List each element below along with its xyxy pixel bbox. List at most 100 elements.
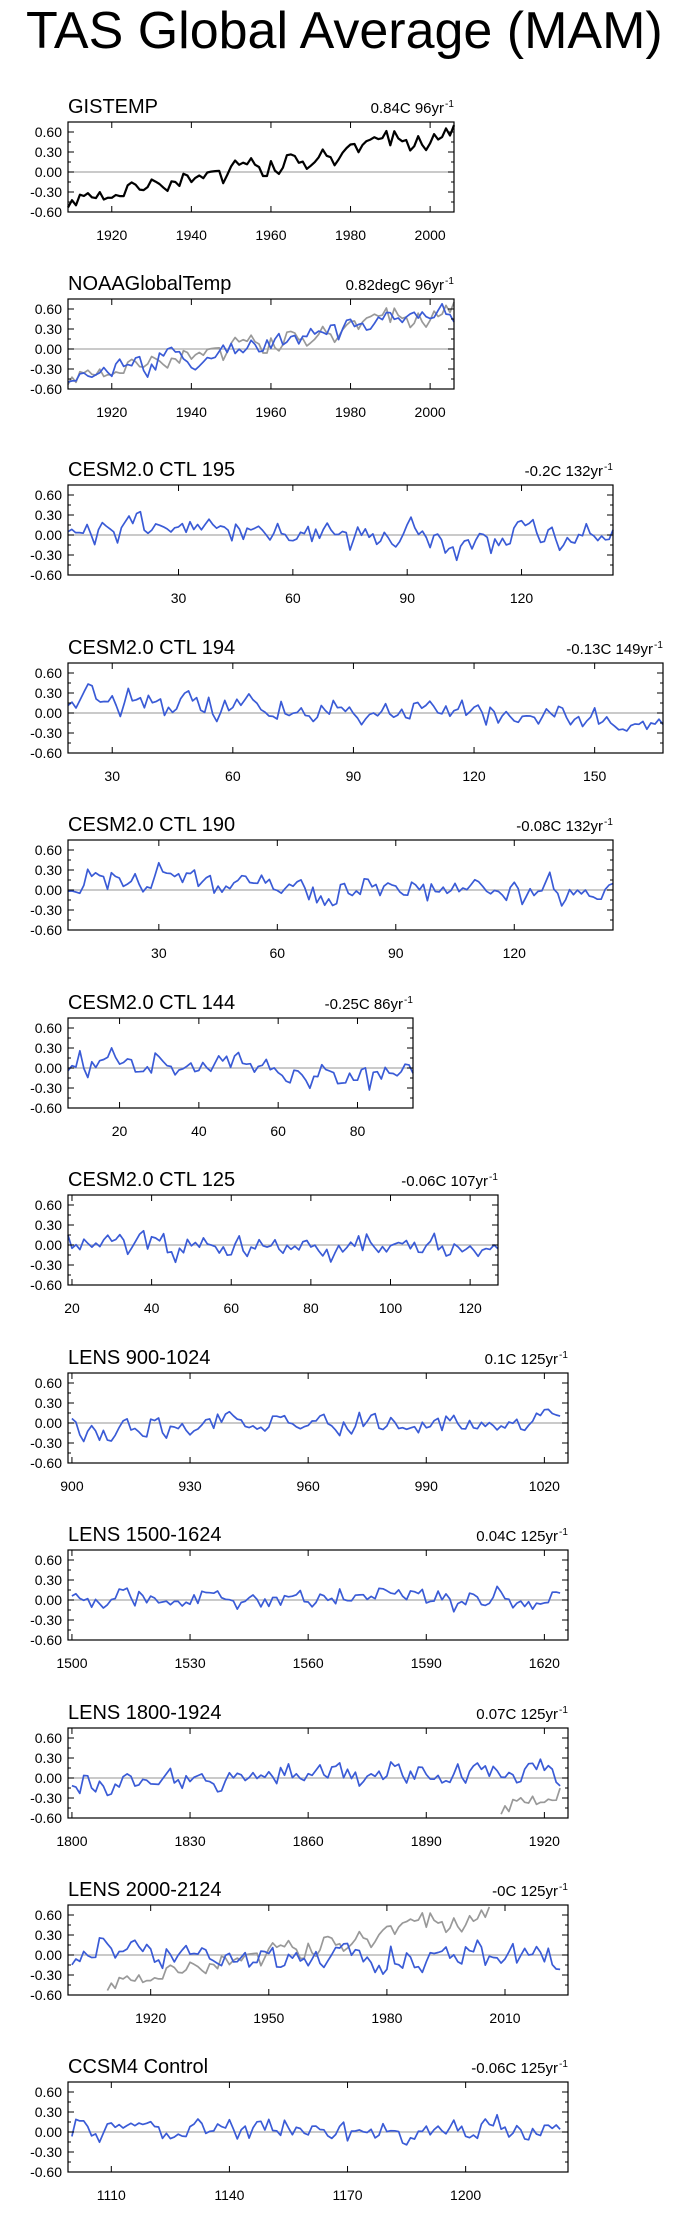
y-tick-label: 0.60 (35, 1552, 62, 1568)
x-tick-label: 900 (60, 1478, 84, 1494)
y-tick-label: -0.60 (30, 381, 62, 397)
x-tick-label: 1940 (176, 227, 207, 243)
y-tick-label: 0.30 (35, 1927, 62, 1943)
panel-trend: -0.06C 107yr (401, 1173, 488, 1190)
y-tick-label: -0.30 (30, 1612, 62, 1628)
panel-title: LENS 1500-1624 (68, 1524, 221, 1546)
x-tick-label: 60 (270, 945, 286, 961)
panel-title: CESM2.0 CTL 194 (68, 637, 235, 659)
chart-panel: CESM2.0 CTL 125 -0.06C 107yr -1 0.60 0.30 0.0… (30, 1169, 499, 1316)
y-tick-label: 0.00 (35, 1237, 62, 1253)
x-tick-label: 80 (303, 1300, 319, 1316)
x-tick-label: 1860 (293, 1833, 324, 1849)
series-line (67, 301, 455, 385)
x-tick-label: 40 (191, 1123, 207, 1139)
x-tick-label: 1620 (529, 1655, 560, 1671)
plot-frame (67, 2081, 569, 2173)
y-tick-label: 0.00 (35, 527, 62, 543)
y-tick-label: 0.60 (35, 1020, 62, 1036)
x-tick-label: 2010 (489, 2010, 520, 2026)
chart-panel: LENS 1800-1924 0.07C 125yr -1 0.60 0.30 0.00 -… (30, 1702, 569, 1849)
panel-trend: 0.04C 125yr (476, 1528, 558, 1545)
y-tick-label: 0.00 (35, 1592, 62, 1608)
panel-title: LENS 900-1024 (68, 1347, 210, 1369)
x-tick-label: 2000 (415, 404, 446, 420)
y-tick-label: -0.60 (30, 567, 62, 583)
chart-panel: CESM2.0 CTL 194 -0.13C 149yr -1 0.60 0.30 0.0… (30, 637, 664, 784)
x-tick-label: 60 (270, 1123, 286, 1139)
x-tick-label: 1980 (371, 2010, 402, 2026)
y-tick-label: -0.30 (30, 2144, 62, 2160)
x-tick-label: 30 (171, 590, 187, 606)
y-tick-label: 0.00 (35, 2124, 62, 2140)
panel-trend: 0.1C 125yr (485, 1351, 558, 1368)
y-tick-label: -0.30 (30, 902, 62, 918)
y-tick-label: -0.60 (30, 1810, 62, 1826)
x-tick-label: 1980 (335, 227, 366, 243)
y-tick-label: 0.30 (35, 1750, 62, 1766)
x-tick-label: 960 (296, 1478, 320, 1494)
plot-frame (67, 1549, 569, 1641)
x-tick-label: 1920 (96, 227, 127, 243)
x-tick-label: 20 (64, 1300, 80, 1316)
x-tick-label: 1560 (293, 1655, 324, 1671)
x-tick-label: 30 (104, 768, 120, 784)
y-tick-label: 0.00 (35, 705, 62, 721)
plot-frame (67, 662, 664, 754)
y-tick-label: 0.60 (35, 301, 62, 317)
plot-frame (67, 298, 455, 390)
panel-trend-exponent: -1 (559, 1882, 568, 1893)
plot-frame (67, 1372, 569, 1464)
x-tick-label: 1980 (335, 404, 366, 420)
page-title: TAS Global Average (MAM) (26, 2, 663, 60)
panel-title: CESM2.0 CTL 190 (68, 814, 235, 836)
x-tick-label: 1530 (174, 1655, 205, 1671)
y-tick-label: 0.30 (35, 2104, 62, 2120)
y-tick-label: 0.00 (35, 341, 62, 357)
panel-trend: -0.25C 86yr (325, 996, 403, 1013)
y-tick-label: 0.30 (35, 1572, 62, 1588)
x-tick-label: 1890 (411, 1833, 442, 1849)
panel-trend: 0.82degC 96yr (346, 277, 444, 294)
panel-trend: 0.84C 96yr (371, 100, 444, 117)
series-line (67, 510, 614, 562)
y-tick-label: 0.60 (35, 1197, 62, 1213)
panel-title: NOAAGlobalTemp (68, 273, 231, 295)
y-tick-label: -0.30 (30, 1435, 62, 1451)
x-tick-label: 1200 (450, 2187, 481, 2203)
y-tick-label: 0.00 (35, 164, 62, 180)
x-tick-label: 60 (223, 1300, 239, 1316)
panel-trend-exponent: -1 (445, 276, 454, 287)
y-tick-label: 0.60 (35, 842, 62, 858)
y-tick-label: -0.30 (30, 1080, 62, 1096)
y-tick-label: 0.00 (35, 1060, 62, 1076)
series-line (67, 1047, 414, 1091)
y-tick-label: -0.60 (30, 1100, 62, 1116)
x-tick-label: 60 (285, 590, 301, 606)
series-line (67, 683, 664, 732)
x-tick-label: 1830 (174, 1833, 205, 1849)
plot-frame (67, 1194, 499, 1286)
panel-trend: 0.07C 125yr (476, 1706, 558, 1723)
y-tick-label: 0.30 (35, 1395, 62, 1411)
x-tick-label: 1140 (214, 2187, 244, 2203)
x-tick-label: 1920 (135, 2010, 166, 2026)
chart-panel: CESM2.0 CTL 195 -0.2C 132yr -1 0.60 0.30 0.00… (30, 459, 614, 606)
x-tick-label: 90 (346, 768, 362, 784)
y-tick-label: 0.00 (35, 1770, 62, 1786)
series-line (67, 124, 456, 209)
y-tick-label: 0.60 (35, 1375, 62, 1391)
panel-trend-exponent: -1 (654, 640, 663, 651)
panel-trend-exponent: -1 (404, 995, 413, 1006)
x-tick-label: 90 (388, 945, 404, 961)
x-tick-label: 150 (583, 768, 607, 784)
y-tick-label: 0.00 (35, 1415, 62, 1431)
series-line (71, 1758, 561, 1797)
plot-frame (67, 839, 614, 931)
series-line (71, 2113, 561, 2146)
x-tick-label: 990 (415, 1478, 439, 1494)
y-tick-label: 0.30 (35, 321, 62, 337)
panel-title: CESM2.0 CTL 125 (68, 1169, 235, 1191)
panel-trend: -0C 125yr (492, 1883, 558, 1900)
x-tick-label: 120 (510, 590, 534, 606)
